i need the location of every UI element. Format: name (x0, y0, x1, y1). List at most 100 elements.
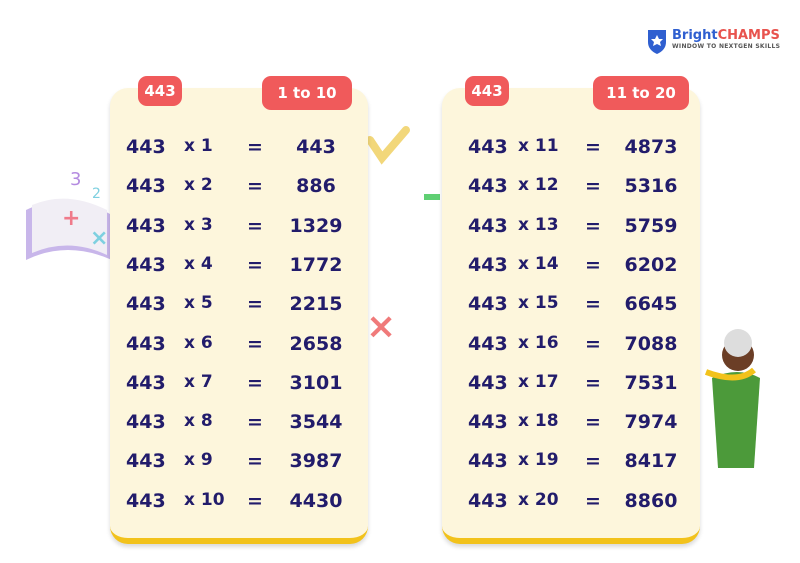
row-base: 443 (468, 371, 508, 394)
row-multiplier: x 18 (518, 411, 559, 432)
book-page (32, 198, 107, 255)
row-base: 443 (468, 332, 508, 355)
row-base: 443 (126, 136, 166, 158)
row-base: 443 (126, 332, 166, 355)
row-result: 5316 (624, 175, 678, 198)
card-range: 1 to 10 (262, 76, 352, 110)
row-base: 443 (468, 293, 508, 316)
row-equals: = (585, 175, 601, 198)
row-multiplier: x 20 (518, 489, 559, 510)
cross-deco: × (366, 306, 396, 347)
card-tag: 443 (465, 76, 509, 106)
logo-name: Bright (672, 28, 718, 43)
row-base: 443 (126, 214, 166, 237)
row-multiplier: x 16 (518, 332, 559, 353)
row-multiplier: x 9 (184, 450, 213, 471)
row-base: 443 (468, 411, 508, 434)
row-equals: = (585, 136, 601, 158)
row-equals: = (247, 489, 263, 512)
minus-deco (424, 194, 440, 200)
row-equals: = (247, 450, 263, 473)
row-result: 5759 (624, 214, 678, 237)
digit-deco: 3 (70, 169, 81, 190)
row-multiplier: x 7 (184, 371, 213, 392)
row-result: 6645 (624, 293, 678, 316)
check-deco (366, 126, 410, 165)
row-multiplier: x 11 (518, 136, 559, 156)
row-equals: = (247, 411, 263, 434)
row-base: 443 (468, 175, 508, 198)
row-result: 3101 (289, 371, 343, 394)
row-equals: = (247, 371, 263, 394)
plus-icon: + (62, 206, 80, 231)
row-base: 443 (126, 411, 166, 434)
row-base: 443 (468, 214, 508, 237)
row-multiplier: x 19 (518, 450, 559, 471)
row-result: 443 (296, 136, 336, 158)
row-equals: = (247, 332, 263, 355)
character-hair (724, 329, 752, 357)
row-equals: = (247, 175, 263, 198)
logo-star (651, 35, 663, 46)
row-multiplier: x 12 (518, 175, 559, 196)
row-base: 443 (126, 371, 166, 394)
digit-deco: 2 (92, 186, 101, 202)
row-equals: = (585, 450, 601, 473)
card (442, 88, 700, 544)
row-base: 443 (126, 450, 166, 473)
row-result: 4430 (289, 489, 343, 512)
row-equals: = (585, 253, 601, 276)
row-result: 8860 (624, 489, 678, 512)
row-multiplier: x 5 (184, 293, 213, 314)
row-equals: = (585, 293, 601, 316)
row-result: 1772 (289, 253, 343, 276)
row-multiplier: x 8 (184, 411, 213, 432)
card-tag: 443 (138, 76, 182, 106)
card (110, 88, 368, 544)
row-equals: = (247, 136, 263, 158)
row-multiplier: x 10 (184, 489, 225, 510)
row-base: 443 (126, 175, 166, 198)
row-base: 443 (468, 489, 508, 512)
row-equals: = (585, 489, 601, 512)
row-equals: = (585, 214, 601, 237)
row-multiplier: x 3 (184, 214, 213, 235)
row-result: 3544 (289, 411, 343, 434)
row-multiplier: x 13 (518, 214, 559, 235)
row-base: 443 (126, 489, 166, 512)
row-result: 8417 (624, 450, 678, 473)
row-result: 3987 (289, 450, 343, 473)
row-result: 2215 (289, 293, 343, 316)
row-result: 1329 (289, 214, 343, 237)
row-multiplier: x 1 (184, 136, 213, 156)
row-multiplier: x 2 (184, 175, 213, 196)
row-equals: = (247, 253, 263, 276)
row-result: 6202 (624, 253, 678, 276)
row-base: 443 (126, 253, 166, 276)
logo-tagline: WINDOW TO NEXTGEN SKILLS (672, 43, 781, 50)
row-base: 443 (468, 136, 508, 158)
row-result: 7088 (624, 332, 678, 355)
row-result: 4873 (624, 136, 678, 158)
row-multiplier: x 15 (518, 293, 559, 314)
character-body (712, 372, 760, 468)
row-base: 443 (126, 293, 166, 316)
row-multiplier: x 6 (184, 332, 213, 353)
row-multiplier: x 14 (518, 253, 559, 274)
row-equals: = (585, 332, 601, 355)
row-result: 7974 (624, 411, 678, 434)
cross-icon: × (90, 226, 108, 251)
row-equals: = (247, 214, 263, 237)
row-base: 443 (468, 450, 508, 473)
row-equals: = (585, 371, 601, 394)
row-multiplier: x 4 (184, 253, 213, 274)
row-result: 7531 (624, 371, 678, 394)
logo-name: CHAMPS (717, 28, 780, 43)
character-collar (704, 367, 756, 381)
row-equals: = (247, 293, 263, 316)
row-equals: = (585, 411, 601, 434)
row-result: 2658 (289, 332, 343, 355)
row-base: 443 (468, 253, 508, 276)
logo: BrightCHAMPS (672, 28, 780, 43)
